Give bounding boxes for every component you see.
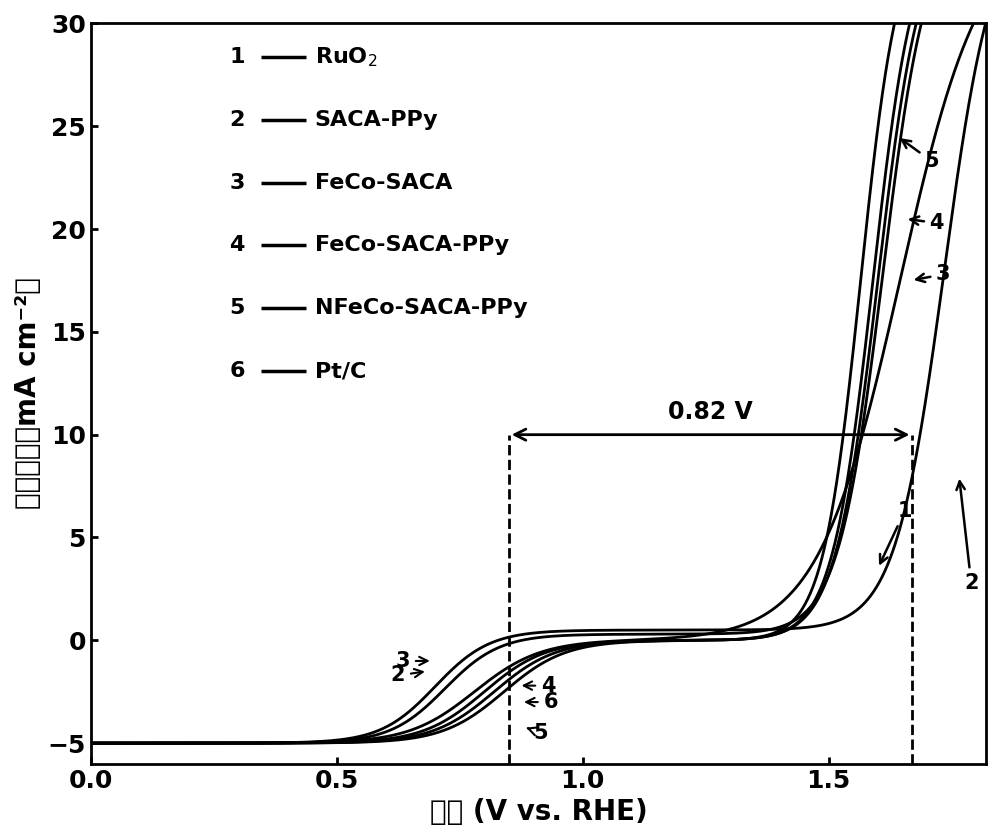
Text: 3: 3 — [396, 651, 428, 671]
Text: FeCo-SACA-PPy: FeCo-SACA-PPy — [315, 235, 509, 255]
Text: 6: 6 — [229, 361, 245, 381]
Text: Pt/C: Pt/C — [315, 361, 366, 381]
X-axis label: 电压 (V vs. RHE): 电压 (V vs. RHE) — [430, 798, 647, 826]
Text: 4: 4 — [229, 235, 245, 255]
Text: 6: 6 — [526, 692, 558, 712]
Text: 2: 2 — [956, 481, 978, 593]
Text: 3: 3 — [916, 265, 950, 285]
Text: SACA-PPy: SACA-PPy — [315, 110, 438, 129]
Text: 2: 2 — [391, 665, 423, 685]
Text: 5: 5 — [229, 298, 245, 318]
Text: FeCo-SACA: FeCo-SACA — [315, 172, 452, 192]
Text: 0.82 V: 0.82 V — [668, 401, 753, 424]
Text: 1: 1 — [880, 501, 912, 564]
Text: 2: 2 — [229, 110, 245, 129]
Text: NFeCo-SACA-PPy: NFeCo-SACA-PPy — [315, 298, 527, 318]
Y-axis label: 电流密度（mA cm⁻²）: 电流密度（mA cm⁻²） — [14, 277, 42, 510]
Text: 4: 4 — [910, 213, 944, 233]
Text: 5: 5 — [528, 723, 548, 743]
Text: 3: 3 — [229, 172, 245, 192]
Text: 5: 5 — [902, 139, 939, 171]
Text: 1: 1 — [229, 47, 245, 66]
Text: RuO$_2$: RuO$_2$ — [315, 45, 377, 69]
Text: 4: 4 — [524, 675, 555, 696]
